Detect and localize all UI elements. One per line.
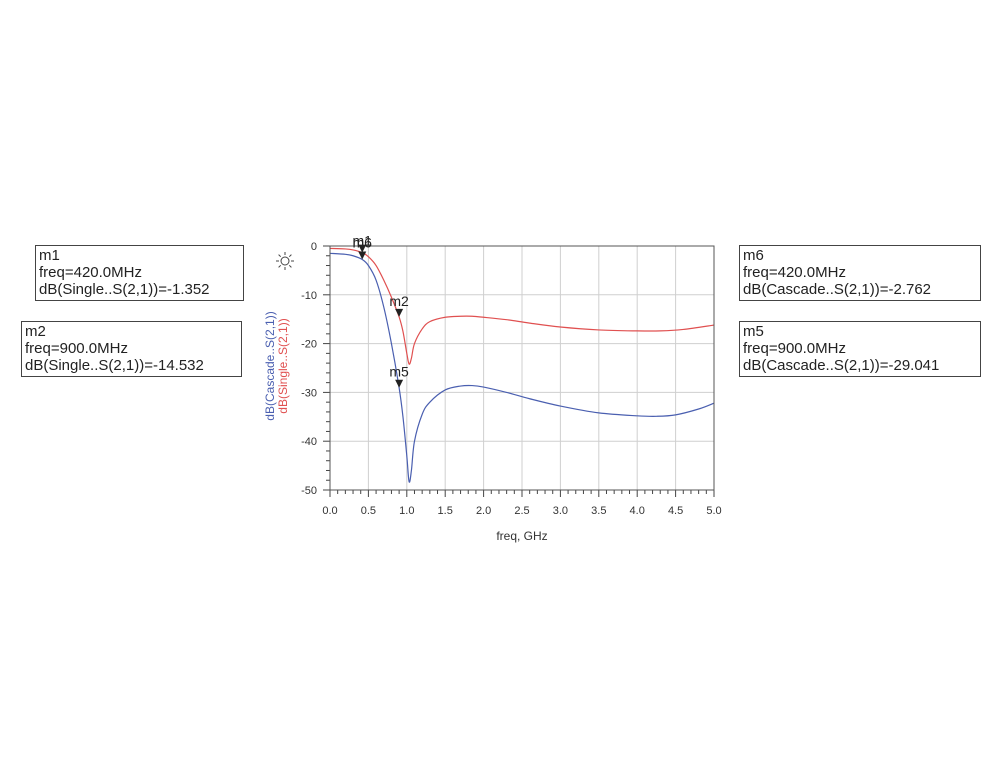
marker-m6-label: m6 bbox=[353, 234, 373, 250]
marker-readout-freq: freq=420.0MHz bbox=[743, 264, 846, 281]
marker-readout-freq: freq=900.0MHz bbox=[25, 340, 128, 357]
marker-readout-value: dB(Cascade..S(2,1))=-2.762 bbox=[743, 281, 932, 298]
x-tick-label: 3.5 bbox=[591, 505, 606, 517]
x-tick-label: 1.0 bbox=[399, 505, 414, 517]
y-tick-label: -20 bbox=[301, 339, 317, 351]
marker-readout-freq: freq=900.0MHz bbox=[743, 340, 846, 357]
marker-readout-m1: m1 freq=420.0MHz dB(Single..S(2,1))=-1.3… bbox=[35, 245, 244, 301]
x-tick-label: 1.5 bbox=[438, 505, 453, 517]
marker-readout-name: m1 bbox=[39, 247, 60, 264]
x-tick-label: 4.0 bbox=[630, 505, 645, 517]
y-tick-label: -40 bbox=[301, 436, 317, 448]
x-tick-label: 0.0 bbox=[322, 505, 337, 517]
series-line-single bbox=[329, 247, 715, 365]
y-axis-label-cascade: dB(Cascade..S(2,1)) bbox=[263, 311, 277, 420]
y-tick-label: -10 bbox=[301, 290, 317, 302]
y-tick-label: 0 bbox=[311, 241, 317, 253]
sun-icon[interactable] bbox=[276, 252, 294, 270]
plot-frame bbox=[329, 245, 715, 491]
marker-readout-value: dB(Cascade..S(2,1))=-29.041 bbox=[743, 357, 940, 374]
y-axis-label-single: dB(Single..S(2,1)) bbox=[276, 318, 290, 413]
marker-readout-freq: freq=420.0MHz bbox=[39, 264, 142, 281]
marker-readout-name: m5 bbox=[743, 323, 764, 340]
marker-m2-triangle bbox=[395, 308, 404, 317]
marker-m2-label: m2 bbox=[389, 293, 409, 309]
marker-readout-value: dB(Single..S(2,1))=-14.532 bbox=[25, 357, 204, 374]
marker-readout-name: m2 bbox=[25, 323, 46, 340]
y-tick-label: -50 bbox=[301, 485, 317, 497]
marker-readout-m5: m5 freq=900.0MHz dB(Cascade..S(2,1))=-29… bbox=[739, 321, 981, 377]
grid bbox=[329, 245, 715, 491]
x-tick-label: 5.0 bbox=[706, 505, 721, 517]
x-axis-label: freq, GHz bbox=[496, 529, 547, 543]
marker-m5-triangle bbox=[395, 379, 404, 388]
marker-m5-label: m5 bbox=[389, 364, 409, 380]
x-tick-label: 0.5 bbox=[361, 505, 376, 517]
marker-m1-label: m1 bbox=[353, 233, 373, 249]
x-tick-label: 2.0 bbox=[476, 505, 491, 517]
marker-readout-m6: m6 freq=420.0MHz dB(Cascade..S(2,1))=-2.… bbox=[739, 245, 981, 301]
y-tick-label: -30 bbox=[301, 387, 317, 399]
marker-m6-triangle bbox=[358, 251, 367, 260]
marker-m1-triangle bbox=[358, 244, 367, 253]
x-tick-label: 3.0 bbox=[553, 505, 568, 517]
marker-readout-value: dB(Single..S(2,1))=-1.352 bbox=[39, 281, 210, 298]
x-tick-label: 4.5 bbox=[668, 505, 683, 517]
marker-readout-m2: m2 freq=900.0MHz dB(Single..S(2,1))=-14.… bbox=[21, 321, 242, 377]
x-tick-label: 2.5 bbox=[514, 505, 529, 517]
series-lines bbox=[329, 247, 715, 483]
series-line-cascade bbox=[329, 252, 715, 483]
axes: 0.0 0.5 1.0 1.5 2.0 2.5 3.0 3.5 4.0 4.5 5.0 0 -10 -20… bbox=[301, 241, 722, 517]
marker-readout-name: m6 bbox=[743, 247, 764, 264]
